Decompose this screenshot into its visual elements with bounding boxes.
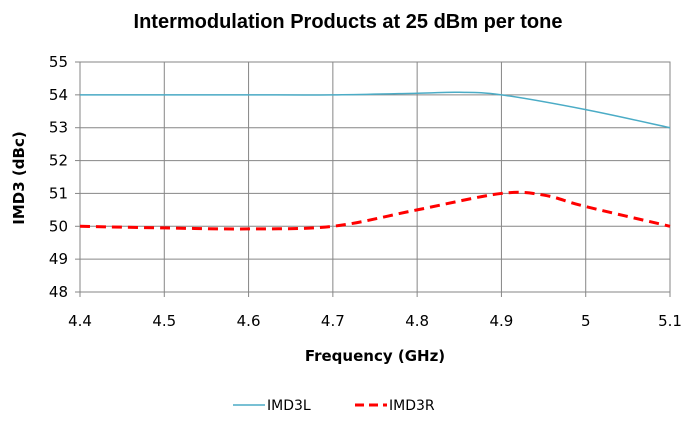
plot-border xyxy=(79,61,671,293)
x-axis-ticks: 4.4 4.5 4.6 4.7 4.8 4.9 5 5.1 xyxy=(68,292,682,330)
x-tick-label: 5 xyxy=(581,312,591,330)
y-tick-label: 49 xyxy=(49,250,68,268)
y-tick-label: 52 xyxy=(49,152,68,170)
x-tick-label: 4.8 xyxy=(405,312,429,330)
y-axis-ticks: 48 49 50 51 52 53 54 55 xyxy=(49,53,80,301)
x-tick-label: 5.1 xyxy=(658,312,682,330)
y-tick-label: 55 xyxy=(49,53,68,71)
y-axis-label: IMD3 (dBc) xyxy=(10,131,28,224)
x-tick-label: 4.4 xyxy=(68,312,92,330)
x-axis-label: Frequency (GHz) xyxy=(305,347,445,365)
x-tick-label: 4.9 xyxy=(489,312,513,330)
grid-lines xyxy=(79,61,671,293)
series-line-imd3l xyxy=(80,91,671,129)
y-tick-label: 54 xyxy=(49,86,68,104)
legend: IMD3L IMD3R xyxy=(233,398,435,414)
series-line-imd3r xyxy=(79,190,671,231)
x-tick-label: 4.6 xyxy=(237,312,261,330)
y-tick-label: 48 xyxy=(49,283,68,301)
y-tick-label: 50 xyxy=(49,217,68,235)
x-tick-label: 4.7 xyxy=(321,312,345,330)
y-tick-label: 53 xyxy=(49,119,68,137)
series-layer xyxy=(79,91,671,231)
plot-area xyxy=(79,61,671,293)
y-tick-label: 51 xyxy=(49,184,68,202)
legend-label-imd3l: IMD3L xyxy=(267,398,311,414)
chart-title: Intermodulation Products at 25 dBm per t… xyxy=(134,11,563,33)
x-tick-label: 4.5 xyxy=(152,312,176,330)
legend-label-imd3r: IMD3R xyxy=(389,398,435,414)
